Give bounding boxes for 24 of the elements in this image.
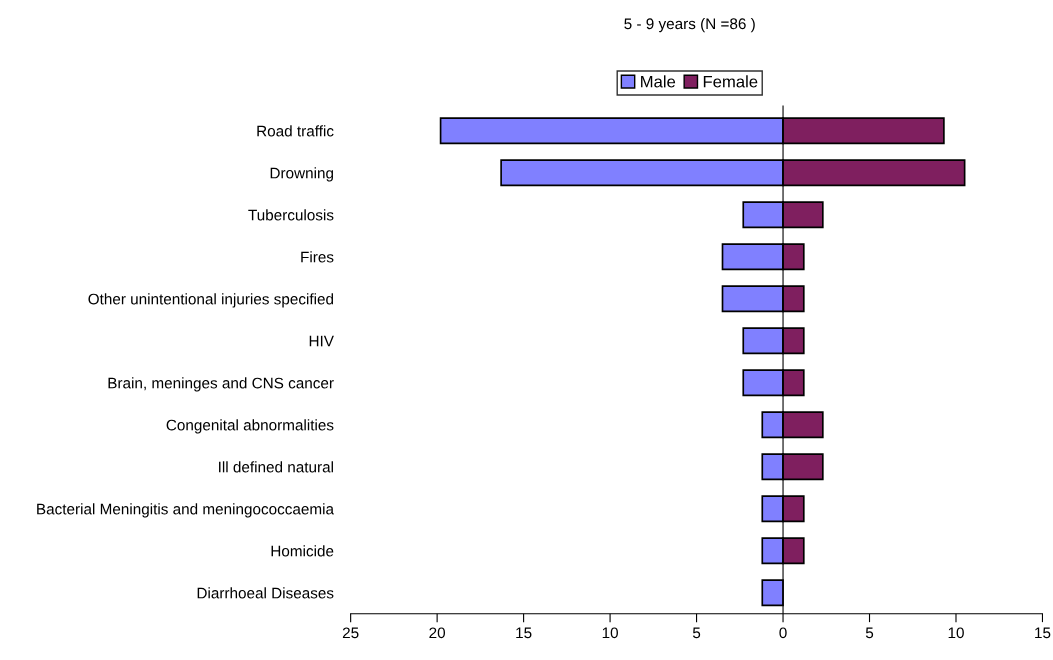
x-tick-label: 25	[342, 627, 359, 639]
x-tick-label: 15	[1035, 627, 1051, 639]
y-tick-label: Drowning	[270, 167, 333, 182]
y-tick-label: Fires	[301, 251, 334, 263]
y-tick-label: Diarrhoeal Diseases	[197, 587, 334, 599]
chart-title: 5 - 9 years (N =86 )	[624, 17, 755, 33]
y-tick-label: Brain, meninges and CNS cancer	[108, 377, 334, 392]
y-tick-label: Tuberculosis	[248, 209, 334, 221]
x-tick-label: 0	[779, 627, 787, 639]
y-tick-label: Homicide	[271, 545, 334, 557]
x-tick-label: 10	[602, 627, 618, 639]
x-tick-label: 15	[516, 627, 532, 639]
y-tick-label: Road traffic	[257, 125, 334, 137]
y-tick-label: HIV	[309, 335, 334, 347]
x-tick-label: 5	[692, 627, 701, 639]
x-tick-label: 20	[429, 627, 446, 639]
legend-label: Male	[641, 75, 676, 88]
y-tick-label: Other unintentional injuries specified	[88, 293, 334, 308]
x-tick-label: 10	[948, 627, 964, 639]
y-tick-label: Congenital abnormalities	[166, 419, 334, 434]
y-tick-label: Ill defined natural	[219, 461, 333, 473]
x-tick-label: 5	[865, 627, 874, 639]
y-tick-label: Bacterial Meningitis and meningococcaemia	[37, 503, 334, 518]
legend-label: Female	[703, 75, 758, 88]
